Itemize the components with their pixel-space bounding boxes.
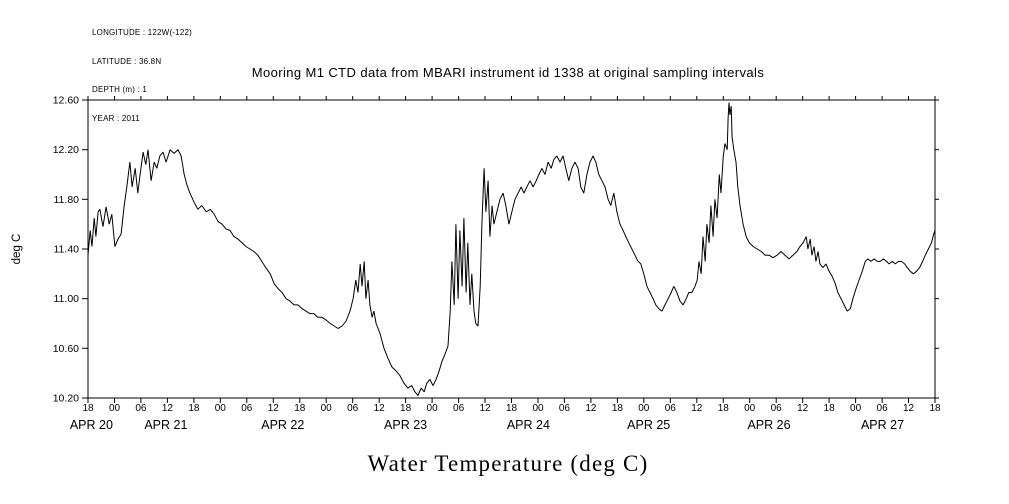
svg-text:10.20: 10.20: [53, 393, 79, 405]
svg-text:11.00: 11.00: [54, 293, 80, 305]
svg-text:06: 06: [559, 403, 571, 414]
svg-text:00: 00: [532, 403, 544, 414]
svg-text:10.60: 10.60: [53, 343, 79, 355]
svg-text:00: 00: [744, 403, 756, 414]
svg-text:18: 18: [188, 403, 200, 414]
svg-text:06: 06: [135, 403, 147, 414]
meta-latitude: LATITUDE : 36.8N: [92, 56, 162, 66]
svg-text:12: 12: [691, 403, 703, 414]
svg-text:APR 27: APR 27: [861, 418, 904, 432]
svg-text:18: 18: [718, 403, 730, 414]
meta-depth: DEPTH (m) : 1: [92, 85, 148, 94]
svg-text:12: 12: [797, 403, 809, 414]
svg-text:APR 25: APR 25: [627, 418, 670, 432]
svg-text:APR 20: APR 20: [70, 418, 113, 432]
svg-text:18: 18: [294, 403, 306, 414]
svg-text:18: 18: [929, 403, 941, 414]
svg-text:06: 06: [665, 403, 677, 414]
svg-text:00: 00: [109, 403, 121, 414]
svg-text:12: 12: [479, 403, 491, 414]
svg-text:12: 12: [374, 403, 386, 414]
meta-year: YEAR : 2011: [92, 113, 140, 123]
svg-text:18: 18: [82, 403, 94, 414]
svg-text:12: 12: [903, 403, 915, 414]
svg-text:06: 06: [347, 403, 359, 414]
svg-text:18: 18: [612, 403, 624, 414]
svg-text:APR 24: APR 24: [507, 418, 550, 432]
chart-title: Mooring M1 CTD data from MBARI instrumen…: [251, 65, 765, 80]
svg-text:00: 00: [427, 403, 439, 414]
svg-text:00: 00: [215, 403, 227, 414]
svg-text:18: 18: [400, 403, 412, 414]
svg-text:06: 06: [453, 403, 465, 414]
svg-text:12.60: 12.60: [53, 95, 79, 107]
svg-text:00: 00: [850, 403, 862, 414]
svg-text:APR 22: APR 22: [261, 418, 304, 432]
bottom-axis-title: Water Temperature (deg C): [367, 451, 649, 476]
svg-text:APR 21: APR 21: [144, 418, 187, 432]
svg-text:deg C: deg C: [11, 234, 23, 265]
svg-text:12.20: 12.20: [53, 144, 79, 156]
svg-text:12: 12: [268, 403, 280, 414]
svg-text:06: 06: [877, 403, 889, 414]
svg-text:11.40: 11.40: [54, 244, 80, 256]
svg-text:12: 12: [162, 403, 174, 414]
svg-text:00: 00: [638, 403, 650, 414]
metadata-block: LONGITUDE : 122W(-122) LATITUDE : 36.8N …: [92, 9, 192, 142]
svg-text:06: 06: [241, 403, 253, 414]
svg-text:APR 23: APR 23: [384, 418, 427, 432]
meta-longitude: LONGITUDE : 122W(-122): [92, 28, 192, 37]
svg-text:12: 12: [585, 403, 597, 414]
svg-text:18: 18: [824, 403, 836, 414]
svg-text:06: 06: [771, 403, 783, 414]
svg-text:11.80: 11.80: [54, 194, 80, 206]
svg-text:APR 26: APR 26: [747, 418, 790, 432]
svg-text:18: 18: [506, 403, 518, 414]
svg-text:00: 00: [321, 403, 333, 414]
